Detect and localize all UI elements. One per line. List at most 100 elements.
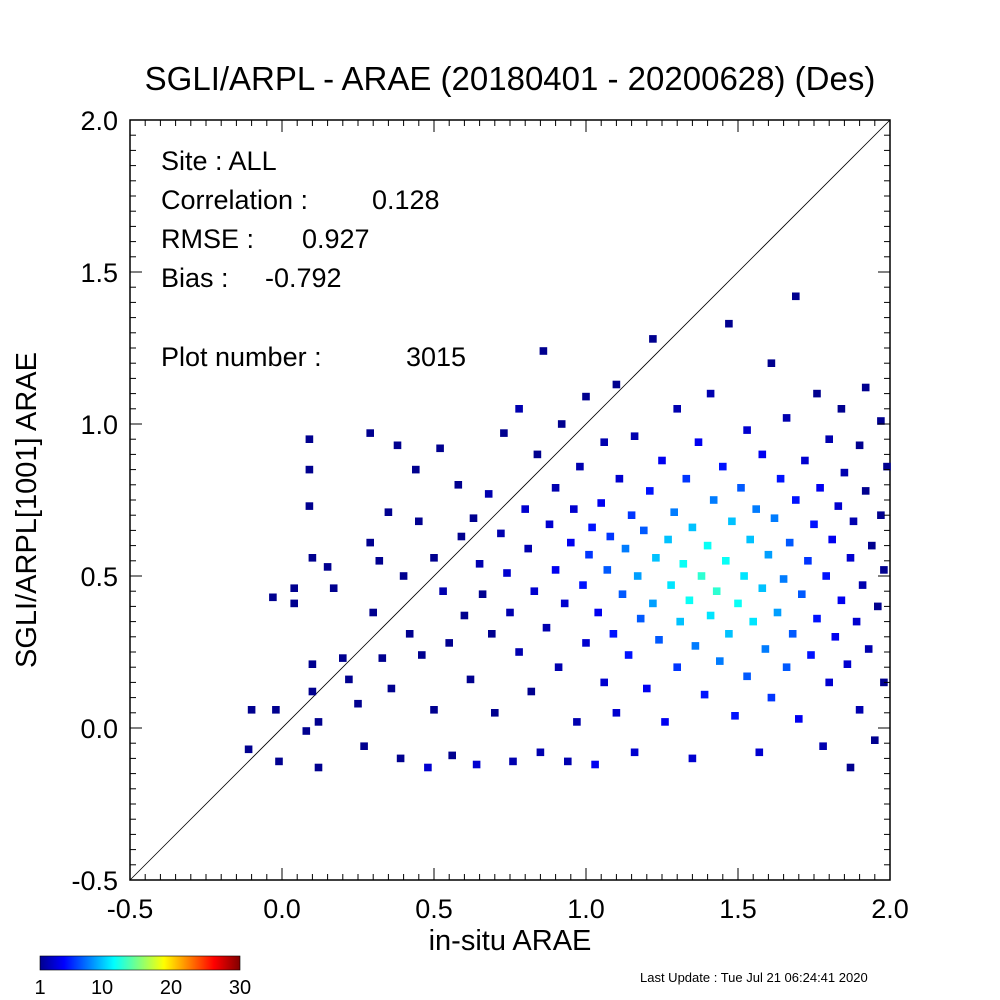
density-cell (418, 651, 426, 659)
density-cell (491, 709, 499, 717)
density-cell (795, 715, 803, 723)
density-cell (834, 502, 843, 510)
density-cell (828, 535, 836, 544)
density-cell (354, 699, 362, 708)
density-cell (716, 657, 724, 665)
density-cell (746, 535, 754, 544)
density-cell (466, 675, 475, 684)
density-cell (509, 757, 517, 766)
density-cell (831, 633, 840, 641)
density-cell (329, 584, 338, 592)
density-cell (591, 760, 599, 769)
correlation-value: 0.128 (372, 185, 440, 215)
density-cell (719, 462, 727, 471)
density-cell (640, 526, 648, 535)
density-cell (308, 687, 317, 696)
density-cell (384, 508, 393, 516)
density-cell (630, 432, 639, 440)
density-cell (682, 474, 691, 483)
density-cell (709, 496, 718, 504)
density-cell (448, 751, 456, 760)
density-cell (308, 554, 317, 562)
density-cell (767, 359, 776, 367)
density-cell (603, 566, 612, 574)
y-tick-label: -0.5 (71, 866, 118, 896)
density-cell (247, 706, 256, 714)
density-cell (837, 405, 846, 413)
site-label: Site : ALL (161, 146, 277, 176)
density-cell (542, 623, 551, 632)
density-cell (770, 514, 779, 522)
density-cell (436, 444, 444, 453)
density-cell (655, 636, 663, 644)
density-cell (846, 763, 855, 772)
density-cell (782, 414, 791, 422)
density-cell (624, 651, 633, 659)
x-tick-label: -0.5 (107, 894, 154, 924)
density-cell (488, 630, 496, 638)
density-cell (877, 511, 885, 519)
density-cell (858, 581, 867, 589)
density-cell (551, 484, 560, 492)
density-cell (469, 514, 478, 522)
density-cell (810, 520, 818, 529)
density-cell (776, 474, 785, 483)
bias-value: -0.792 (265, 263, 342, 293)
x-tick-label: 2.0 (871, 894, 909, 924)
density-cell (554, 663, 563, 671)
density-cell (673, 663, 681, 671)
y-tick-label: 2.0 (80, 106, 118, 136)
density-cell (855, 706, 864, 714)
density-cell (460, 611, 469, 620)
density-cell (755, 748, 764, 757)
density-cell (600, 678, 608, 687)
density-cell (585, 550, 593, 559)
density-cell (269, 593, 277, 602)
density-cell (369, 608, 377, 617)
density-cell (813, 389, 821, 398)
x-tick-label: 0.0 (263, 894, 301, 924)
bias-label: Bias : (161, 263, 229, 293)
density-cell (430, 706, 438, 714)
plot-area: -0.5 0.0 0.5 1.0 1.5 2.0 -0.5 0.0 0.5 1.0 1.5 2.0 (71, 106, 908, 924)
plot-number-value: 3015 (406, 342, 466, 372)
density-cell (813, 614, 821, 623)
density-cell (673, 405, 681, 413)
density-cell (399, 572, 408, 580)
chart-title: SGLI/ARPL - ARAE (20180401 - 20200628) (… (145, 60, 876, 97)
density-cell (658, 456, 666, 465)
density-cell (445, 639, 453, 647)
density-cell (612, 709, 621, 717)
density-cell (302, 727, 311, 735)
colorbar: 1 10 20 30 (34, 955, 251, 999)
density-cell (877, 417, 885, 425)
density-cell (360, 742, 368, 750)
density-cell (694, 438, 703, 446)
density-cell (305, 435, 314, 443)
density-cell (752, 505, 760, 513)
rmse-value: 0.927 (302, 224, 370, 254)
density-cell (825, 678, 833, 687)
density-cell (700, 690, 709, 699)
density-cell (570, 505, 578, 513)
density-cell (378, 654, 387, 662)
density-cell (868, 541, 876, 550)
x-tick-label: 1.0 (567, 894, 605, 924)
density-cell (782, 663, 791, 671)
plot-number-label: Plot number : (161, 342, 322, 372)
density-cell (685, 596, 694, 605)
density-cell (290, 584, 298, 592)
density-cell (664, 535, 672, 544)
density-cell (712, 587, 721, 595)
density-cell (630, 748, 639, 757)
last-update-text: Last Update : Tue Jul 21 06:24:41 2020 (640, 970, 868, 985)
density-cell (725, 630, 733, 638)
density-cell (697, 572, 706, 580)
density-cell (366, 538, 374, 547)
density-cell (779, 575, 788, 583)
density-cell (649, 599, 657, 608)
density-cell (588, 523, 596, 532)
density-cell (618, 590, 627, 598)
density-cell (524, 544, 532, 553)
density-cell (743, 672, 751, 681)
